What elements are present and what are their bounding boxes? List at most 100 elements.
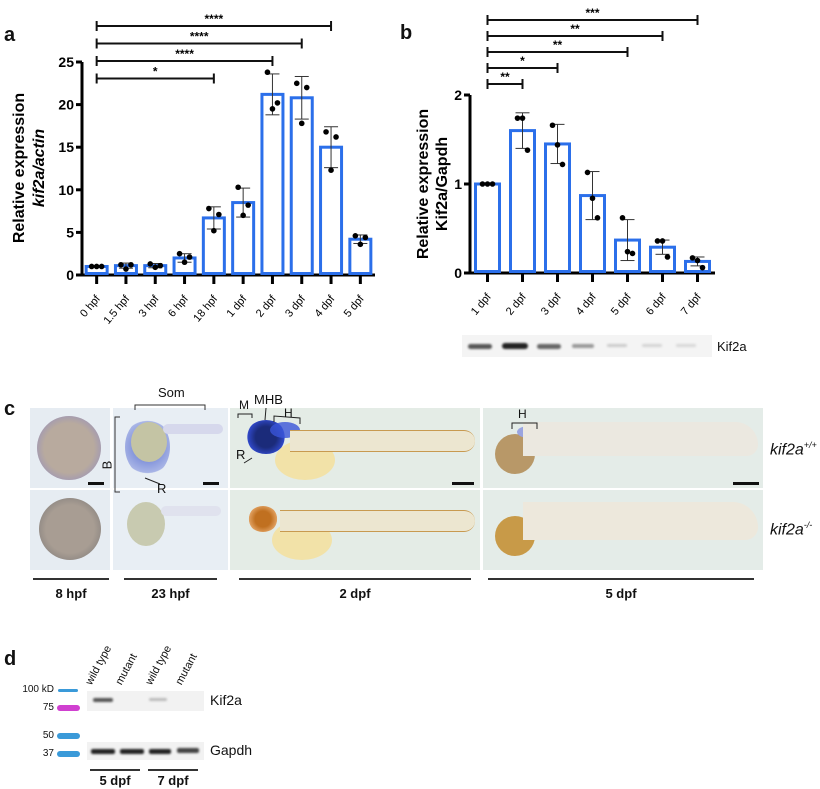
- data-point: [362, 234, 369, 241]
- bar: [509, 129, 536, 273]
- chart-a: Relative expression kif2a/actin 0 5 10 15 20…: [11, 12, 375, 327]
- scale-bar: [88, 482, 104, 485]
- blot-band: [502, 343, 528, 349]
- x-tick-label: 4 dpf: [312, 292, 338, 319]
- data-point: [694, 257, 701, 264]
- significance-label: *: [153, 65, 158, 79]
- x-tick-label: 1 dpf: [469, 290, 495, 317]
- chart-a-ylabel-2: kif2a/actin: [31, 129, 48, 207]
- bar: [474, 182, 501, 273]
- data-point: [589, 195, 596, 202]
- band-label-gapdh: Gapdh: [210, 742, 253, 758]
- x-tick-label: 3 dpf: [283, 292, 309, 319]
- genotype-wt-sup: +/+: [803, 440, 817, 450]
- data-point: [479, 181, 486, 187]
- blot-band: [642, 344, 662, 347]
- label-som: Som: [158, 385, 185, 400]
- photo-8hpf-wt: [30, 408, 110, 488]
- data-point: [524, 147, 531, 153]
- blot-band: [468, 344, 492, 349]
- data-point: [323, 129, 329, 135]
- panel-c-annotations: [114, 404, 538, 493]
- photo-2dpf-wt: [230, 408, 480, 488]
- marker-label: 37: [42, 748, 54, 759]
- chart-b: Relative expression Kif2a/Gapdh 0 1 2 1 dpf…: [415, 6, 715, 318]
- data-point: [211, 227, 217, 234]
- blot-b-label: Kif2a: [717, 339, 747, 354]
- data-point: [152, 264, 159, 271]
- y-tick-label: 2: [454, 87, 462, 103]
- x-tick-label: 3 hpf: [137, 292, 163, 319]
- data-point: [328, 167, 334, 174]
- significance-label: **: [500, 70, 510, 84]
- data-point: [659, 238, 666, 244]
- age-label: 2 dpf: [339, 586, 371, 601]
- data-point: [554, 142, 561, 148]
- data-point: [264, 69, 271, 76]
- y-tick-label: 5: [66, 224, 74, 240]
- data-point: [88, 263, 95, 270]
- age-label: 5 dpf: [605, 586, 637, 601]
- genotype-mut: kif2a-/-: [770, 520, 812, 539]
- label-mhb: MHB: [254, 392, 283, 407]
- label-b: B: [99, 460, 115, 470]
- panel-letter-a: a: [4, 24, 16, 46]
- blot-band: [676, 344, 696, 347]
- label-r-23hpf: R: [157, 481, 167, 496]
- age-label: 8 hpf: [55, 586, 87, 601]
- data-point: [157, 262, 164, 269]
- data-point: [303, 84, 310, 91]
- photo-2dpf-mut: [230, 490, 480, 570]
- photo-5dpf-wt: [483, 408, 763, 488]
- x-tick-label: 1 dpf: [225, 292, 251, 319]
- lane-label: wild type: [143, 643, 175, 687]
- kif2a-blot-d: [87, 691, 204, 711]
- x-tick-label: 4 dpf: [574, 290, 600, 317]
- data-point: [269, 106, 276, 112]
- y-tick-label: 1: [454, 176, 462, 192]
- x-tick-label: 5 dpf: [609, 290, 635, 317]
- y-tick-label: 0: [66, 267, 74, 283]
- age-line: [90, 769, 140, 771]
- photo-23hpf-mut: [113, 490, 228, 570]
- y-tick-label: 0: [454, 265, 462, 281]
- age-line: [239, 578, 471, 580]
- data-point: [699, 264, 706, 271]
- data-point: [514, 115, 521, 121]
- scale-bar: [733, 482, 759, 485]
- photo-23hpf-wt: [113, 408, 228, 488]
- label-r-2dpf: R: [236, 447, 246, 462]
- data-point: [176, 250, 183, 257]
- marker-band-50: [57, 733, 80, 739]
- x-tick-label: 3 dpf: [539, 290, 565, 317]
- marker-band-100: [58, 689, 78, 692]
- data-point: [186, 254, 193, 260]
- marker-label: 100 kD: [22, 684, 54, 695]
- marker-label: 75: [42, 702, 54, 713]
- data-point: [274, 100, 281, 106]
- chart-b-ylabel-1: Relative expression: [415, 109, 432, 259]
- scale-bar: [203, 482, 219, 485]
- lane-label: wild type: [83, 643, 115, 687]
- blot-band: [572, 344, 594, 348]
- data-point: [240, 212, 246, 219]
- age-line: [148, 769, 198, 771]
- data-point: [664, 254, 671, 260]
- marker-band-75: [57, 705, 80, 711]
- label-h-5dpf: H: [518, 407, 527, 421]
- significance-label: **: [553, 38, 563, 52]
- data-point: [484, 181, 491, 187]
- genotype-wt-base: kif2a: [770, 441, 804, 459]
- data-point: [619, 215, 626, 221]
- data-point: [489, 181, 496, 187]
- data-point: [216, 211, 222, 218]
- data-point: [352, 233, 359, 239]
- data-point: [206, 205, 212, 212]
- data-point: [357, 241, 364, 248]
- blot-band: [537, 344, 561, 349]
- data-point: [629, 250, 636, 257]
- data-point: [235, 184, 241, 191]
- data-point: [93, 263, 100, 270]
- data-point: [333, 134, 339, 140]
- data-point: [98, 263, 105, 270]
